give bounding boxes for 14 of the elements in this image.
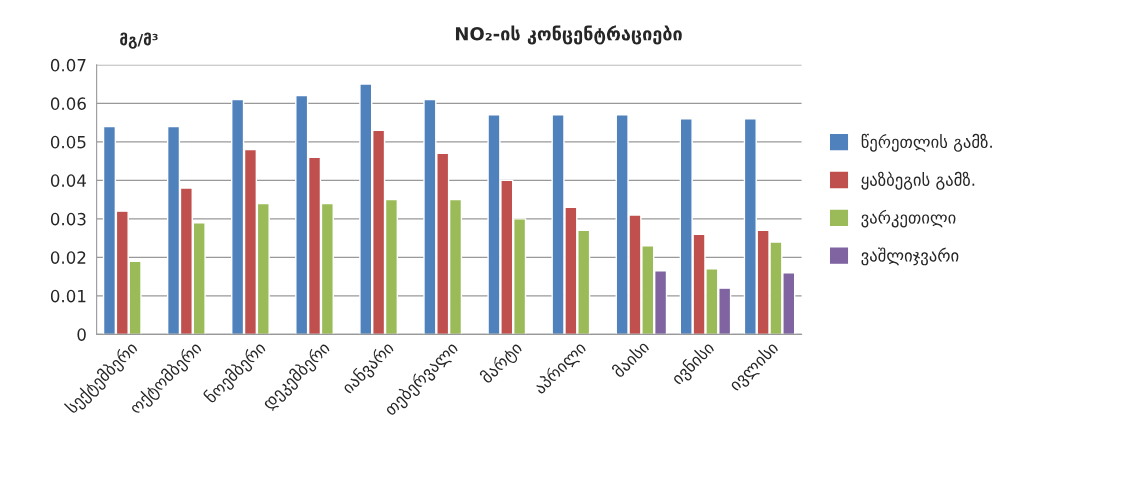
y-tick-label: 0.03 — [50, 212, 86, 226]
chart-title: NO₂-ის კონცენტრაციები — [455, 25, 682, 45]
legend-label: ვაშლიჯვარი — [861, 247, 959, 266]
y-tick-label: 0.06 — [50, 97, 86, 110]
y-tick-label: 0.04 — [50, 174, 86, 187]
legend-label: ვარკეთილი — [861, 209, 956, 228]
y-tick-label: 0 — [77, 328, 86, 341]
y-tick-label: 0.01 — [50, 289, 86, 303]
legend-label: წერეთლის გამზ. — [861, 133, 992, 152]
legend-label: ყაზბეგის გამზ. — [861, 171, 975, 190]
y-tick-label: 0.02 — [50, 251, 86, 264]
y-axis-title: მგ/მ³ — [120, 32, 158, 49]
y-tick-label: 0.05 — [50, 135, 86, 149]
y-tick-label: 0.07 — [50, 58, 86, 72]
